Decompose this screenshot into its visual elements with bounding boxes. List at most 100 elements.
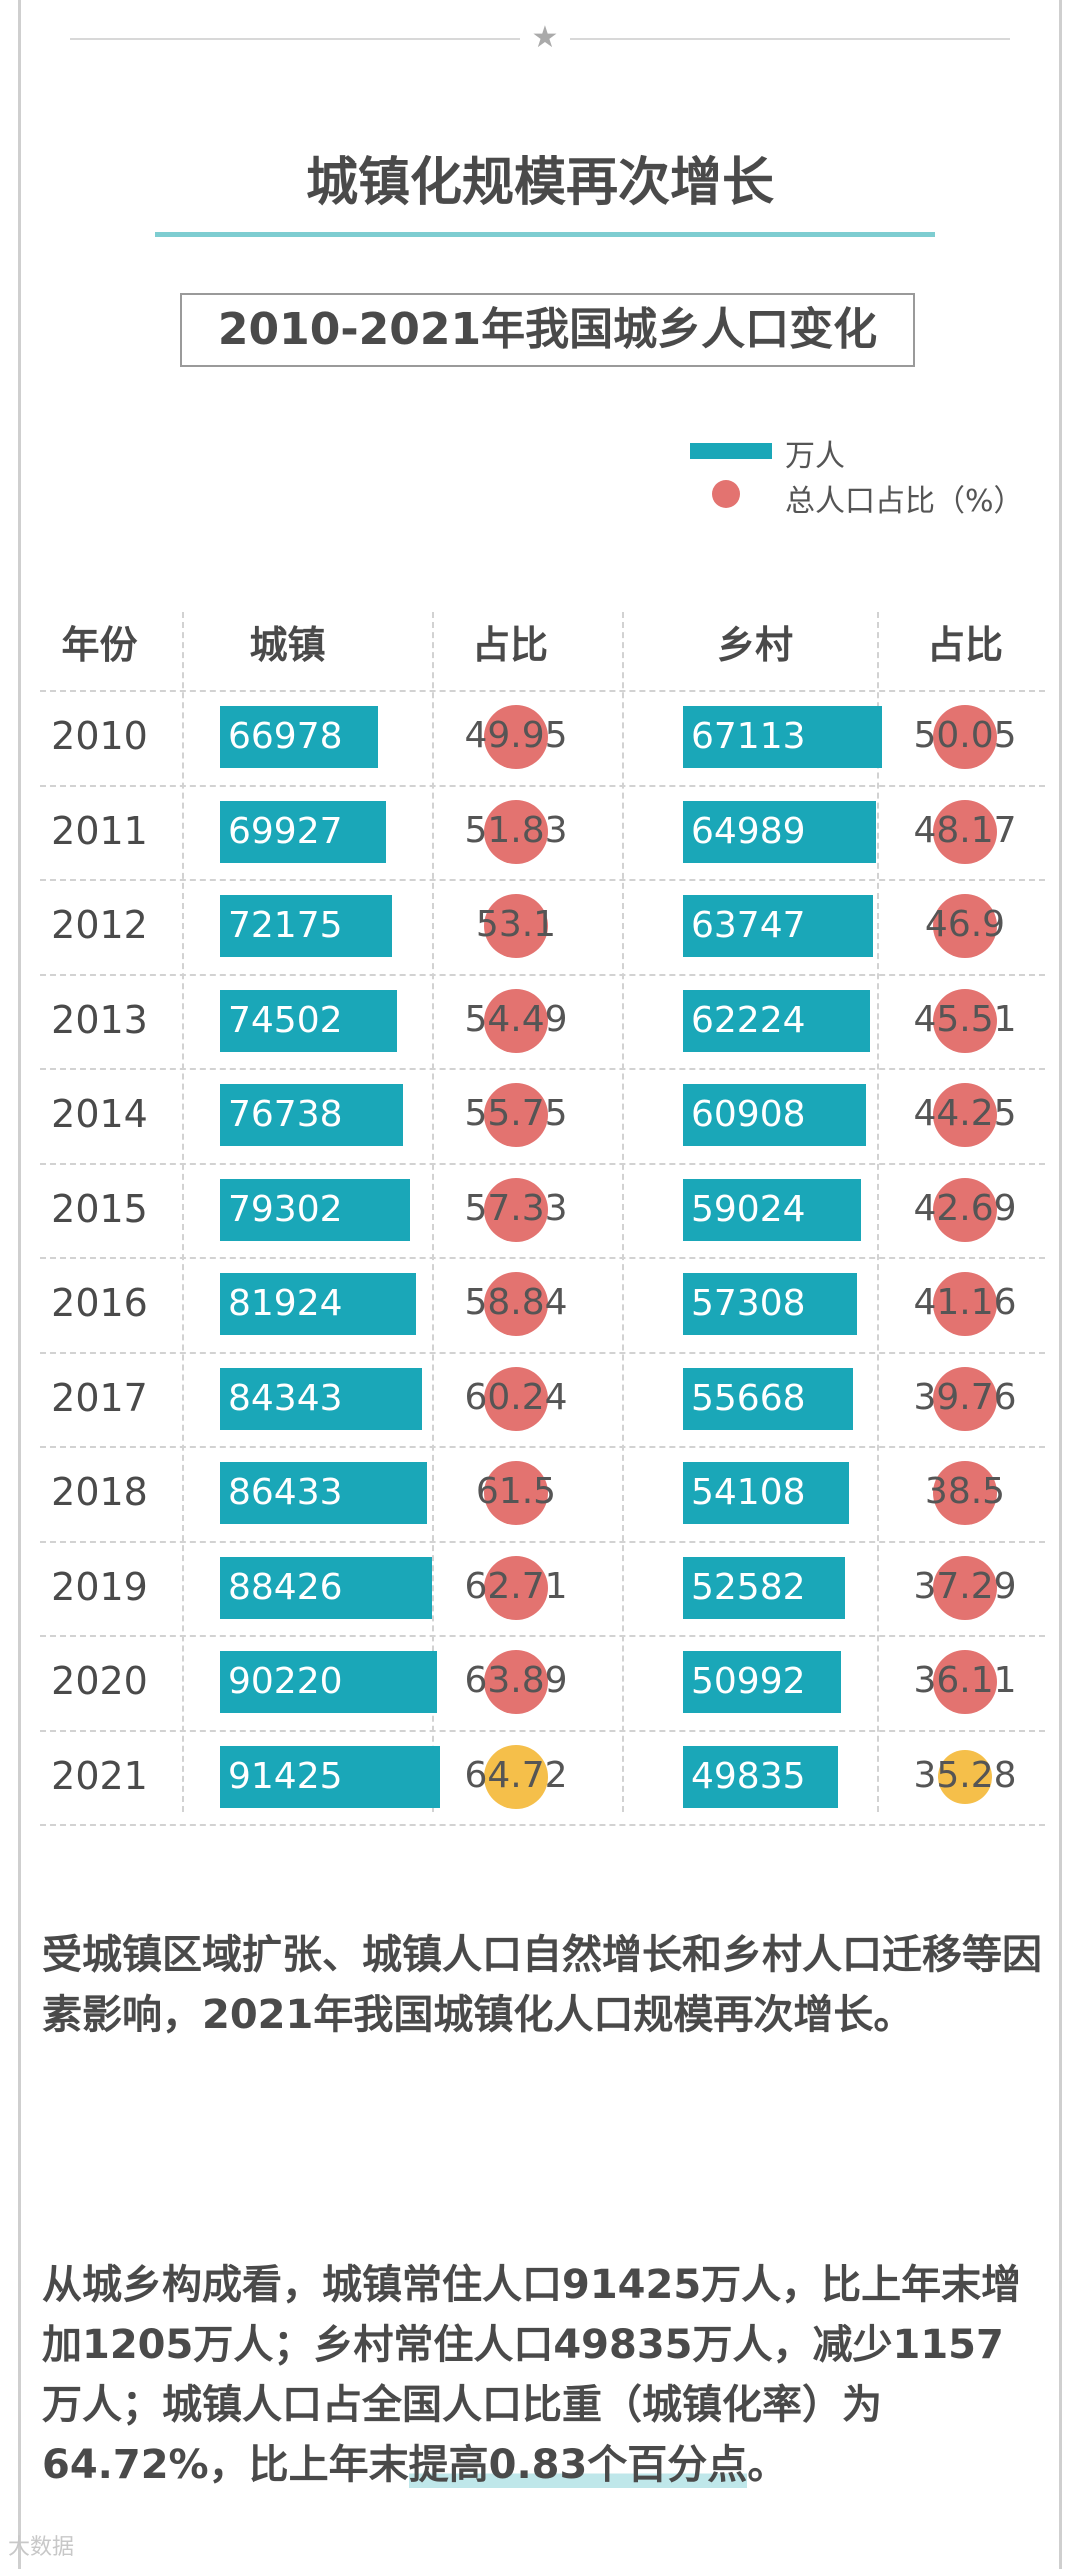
- rural-pct-dot: [933, 1650, 997, 1714]
- column-divider-2: [622, 612, 624, 1812]
- paragraph-1: 受城镇区域扩张、城镇人口自然增长和乡村人口迁移等因素影响，2021年我国城镇化人…: [42, 1932, 1042, 2038]
- frame-left-border: [18, 0, 21, 2569]
- rural-pct-dot: [933, 1555, 997, 1620]
- urban-value: 74502: [228, 999, 343, 1041]
- urban-pct-dot: [484, 1272, 548, 1336]
- population-table: 年份 城镇 占比 乡村 占比 2010 66978 49.95 67113 50.05 2011 69…: [40, 612, 1045, 1826]
- row-divider: [40, 879, 1045, 881]
- star-icon: ★: [531, 20, 559, 55]
- legend-bar-label: 万人: [785, 439, 845, 474]
- column-header-1: 城镇: [249, 623, 326, 667]
- urban-value: 86433: [228, 1472, 343, 1513]
- rural-value: 50992: [691, 1661, 806, 1702]
- urban-pct-value: 63.89: [464, 1660, 568, 1701]
- column-header-2: 占比: [471, 623, 548, 667]
- column-header-4: 占比: [926, 623, 1003, 667]
- rural-pct-value: 44.25: [913, 1093, 1017, 1134]
- rural-value: 49835: [691, 1755, 806, 1797]
- paragraph-2-text: 从城乡构成看，城镇常住人口91425万人，比上年末增加1205万人；乡村常住人口…: [42, 2262, 1022, 2488]
- rural-bar: 63747: [683, 895, 874, 957]
- rural-pct-value: 37.29: [913, 1565, 1017, 1607]
- year-label: 2019: [51, 1564, 148, 1609]
- urban-bar: 79302: [220, 1178, 410, 1241]
- year-label: 2018: [51, 1470, 148, 1514]
- urban-value: 91425: [228, 1755, 343, 1797]
- urban-value: 76738: [228, 1094, 343, 1135]
- urban-bar: 66978: [220, 706, 379, 768]
- rural-bar: 67113: [683, 706, 882, 768]
- urban-bar: 88426: [220, 1556, 433, 1619]
- row-divider: [40, 690, 1045, 692]
- rural-pct-dot: [933, 1272, 997, 1336]
- rural-pct-value: 42.69: [913, 1187, 1017, 1229]
- column-divider-3: [877, 612, 879, 1812]
- urban-pct-dot: [484, 1177, 548, 1242]
- urban-pct-dot: [484, 1650, 548, 1714]
- urban-value: 81924: [228, 1283, 343, 1324]
- column-header-0: 年份: [61, 623, 138, 667]
- year-label: 2017: [51, 1375, 148, 1420]
- urban-pct-dot: [484, 1555, 548, 1620]
- rural-pct-value: 45.51: [913, 998, 1017, 1040]
- row-divider: [40, 784, 1045, 787]
- urban-value: 69927: [228, 810, 343, 852]
- rural-bar: 54108: [683, 1462, 850, 1524]
- rural-pct-dot: [933, 1461, 997, 1525]
- rural-pct-value: 39.76: [913, 1376, 1017, 1418]
- paragraph-2: 从城乡构成看，城镇常住人口91425万人，比上年末增加1205万人；乡村常住人口…: [42, 2255, 1042, 2495]
- year-label: 2011: [51, 808, 148, 853]
- urban-value: 72175: [228, 905, 343, 946]
- year-label: 2010: [51, 714, 148, 758]
- top-divider-right: [570, 38, 1010, 40]
- rural-pct-dot: [933, 705, 997, 769]
- urban-pct-value: 61.5: [475, 1471, 557, 1512]
- legend-bar-swatch: [690, 443, 772, 459]
- urban-bar: 72175: [220, 895, 392, 957]
- rural-value: 59024: [691, 1188, 806, 1230]
- urban-pct-value: 51.83: [464, 809, 568, 851]
- rural-value: 52582: [691, 1566, 806, 1608]
- urban-bar: 86433: [220, 1462, 428, 1524]
- urban-bar: 74502: [220, 989, 398, 1052]
- rural-bar: 50992: [683, 1651, 842, 1713]
- year-label: 2014: [51, 1092, 148, 1136]
- urban-pct-value: 60.24: [464, 1376, 568, 1418]
- rural-value: 64989: [691, 810, 806, 852]
- watermark: 大数据: [8, 2535, 75, 2560]
- rural-value: 54108: [691, 1472, 806, 1513]
- urban-pct-dot: [484, 1083, 548, 1147]
- row-divider: [40, 1540, 1045, 1543]
- rural-bar: 62224: [683, 989, 870, 1052]
- urban-value: 66978: [228, 716, 343, 757]
- urban-pct-value: 57.33: [464, 1187, 568, 1229]
- rural-bar: 64989: [683, 800, 877, 863]
- page-title: 城镇化规模再次增长: [305, 153, 774, 213]
- row-divider: [40, 1446, 1045, 1448]
- row-divider: [40, 1729, 1045, 1732]
- title-underline: [155, 232, 935, 237]
- paragraph-2-end: 。: [747, 2442, 788, 2488]
- urban-pct-dot: [484, 799, 548, 864]
- row-divider: [40, 973, 1045, 976]
- rural-value: 55668: [691, 1377, 806, 1419]
- urban-pct-value: 49.95: [464, 715, 568, 756]
- rural-value: 62224: [691, 999, 806, 1041]
- paragraph-2-highlight: 提高0.83个百分点: [408, 2442, 748, 2488]
- rural-value: 63747: [691, 905, 806, 946]
- urban-bar: 76738: [220, 1084, 404, 1146]
- urban-pct-value: 54.49: [464, 998, 568, 1040]
- year-label: 2012: [51, 903, 148, 947]
- urban-pct-value: 64.72: [464, 1754, 568, 1796]
- urban-bar: 91425: [220, 1745, 440, 1808]
- rural-pct-value: 50.05: [913, 715, 1017, 756]
- urban-pct-value: 55.75: [464, 1093, 568, 1134]
- legend-dot-swatch: [712, 480, 740, 508]
- urban-value: 79302: [228, 1188, 343, 1230]
- urban-value: 88426: [228, 1566, 343, 1608]
- rural-pct-dot: [933, 799, 997, 864]
- rural-pct-value: 35.28: [913, 1754, 1017, 1796]
- urban-bar: 90220: [220, 1651, 437, 1713]
- rural-bar: 52582: [683, 1556, 846, 1619]
- rural-pct-value: 46.9: [924, 904, 1006, 945]
- rural-pct-value: 48.17: [913, 809, 1017, 851]
